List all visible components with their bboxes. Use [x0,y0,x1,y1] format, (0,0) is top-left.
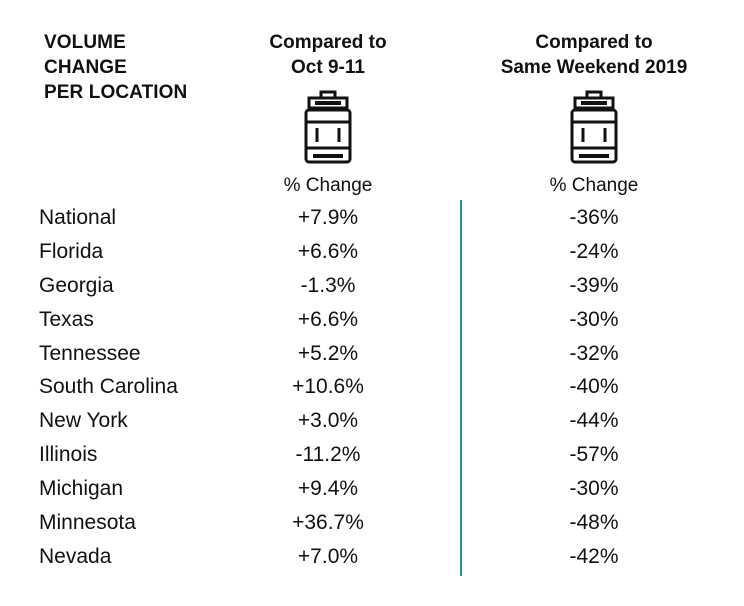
change-vs-2019-value: -48% [569,511,619,535]
table-row: Michigan +9.4% -30% [0,474,744,508]
location-label: Minnesota [39,511,136,535]
column-header-oct-line-1: Compared to [269,32,387,53]
data-table: National +7.9% -36% Florida +6.6% -24% Georgia… [0,203,744,576]
change-vs-oct-value: +9.4% [297,477,359,501]
row-label-line-2: CHANGE [44,57,127,78]
change-vs-2019-value: -30% [569,307,619,331]
table-row: Texas +6.6% -30% [0,305,744,339]
change-vs-oct-value: +6.6% [297,239,359,263]
location-label: National [39,206,117,229]
subheader-2019: % Change [549,175,639,196]
change-vs-oct-value: -11.2% [295,443,361,467]
location-label: New York [39,409,128,433]
change-vs-2019-value: -24% [569,239,619,263]
column-header-2019-line-2: Same Weekend 2019 [500,57,688,78]
location-label: Georgia [39,273,114,297]
table-row: Minnesota +36.7% -48% [0,508,744,542]
table-row: National +7.9% -36% [0,203,744,237]
table-row: Georgia -1.3% -39% [0,271,744,305]
change-vs-2019-value: -30% [569,477,619,501]
change-vs-oct-value: +5.2% [297,341,359,365]
location-label: Texas [39,307,94,331]
change-vs-2019-value: -40% [569,375,619,399]
change-vs-oct-value: +10.6% [292,375,364,399]
change-vs-2019-value: -32% [569,341,619,365]
location-label: Tennessee [39,341,141,365]
change-vs-oct-value: +7.0% [297,544,359,568]
change-vs-oct-value: +36.7% [292,511,364,535]
column-divider [460,200,462,576]
beer-keg-icon [304,90,352,164]
change-vs-2019-value: -36% [569,206,619,229]
location-label: Michigan [39,477,124,501]
table-row: Illinois -11.2% -57% [0,440,744,474]
change-vs-oct-value: +3.0% [297,409,359,433]
row-label-line-3: PER LOCATION [44,82,188,103]
subheader-oct: % Change [283,175,373,196]
table-row: Nevada +7.0% -42% [0,542,744,576]
beer-keg-icon [570,90,618,164]
change-vs-2019-value: -39% [569,273,619,297]
change-vs-oct-value: -1.3% [300,273,356,297]
location-label: Nevada [39,544,112,568]
column-header-2019-line-1: Compared to [535,32,653,53]
column-header-2019: Compared to Same Weekend 2019 [474,30,714,80]
change-vs-2019-value: -44% [569,409,619,433]
location-label: South Carolina [39,375,178,399]
location-label: Illinois [39,443,98,467]
change-vs-2019-value: -57% [569,443,619,467]
row-label-header: VOLUME CHANGE PER LOCATION [44,30,254,105]
table-row: Tennessee +5.2% -32% [0,339,744,373]
row-label-line-1: VOLUME [44,32,126,53]
column-header-oct-line-2: Oct 9-11 [291,57,365,78]
column-header-oct: Compared to Oct 9-11 [218,30,438,80]
change-vs-oct-value: +6.6% [297,307,359,331]
location-label: Florida [39,239,104,263]
table-row: Florida +6.6% -24% [0,237,744,271]
change-vs-2019-value: -42% [569,544,619,568]
change-vs-oct-value: +7.9% [297,206,359,229]
table-row: South Carolina +10.6% -40% [0,372,744,406]
table-row: New York +3.0% -44% [0,406,744,440]
